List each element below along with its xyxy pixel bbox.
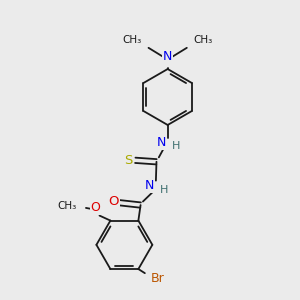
Text: Br: Br: [151, 272, 165, 285]
Text: O: O: [91, 201, 100, 214]
Text: O: O: [108, 195, 119, 208]
Text: CH₃: CH₃: [58, 202, 77, 212]
Text: CH₃: CH₃: [123, 35, 142, 45]
Text: S: S: [124, 154, 133, 167]
Text: N: N: [163, 50, 172, 63]
Text: H: H: [172, 142, 180, 152]
Text: N: N: [145, 179, 154, 192]
Text: N: N: [157, 136, 166, 149]
Text: H: H: [160, 185, 168, 195]
Text: CH₃: CH₃: [193, 35, 212, 45]
